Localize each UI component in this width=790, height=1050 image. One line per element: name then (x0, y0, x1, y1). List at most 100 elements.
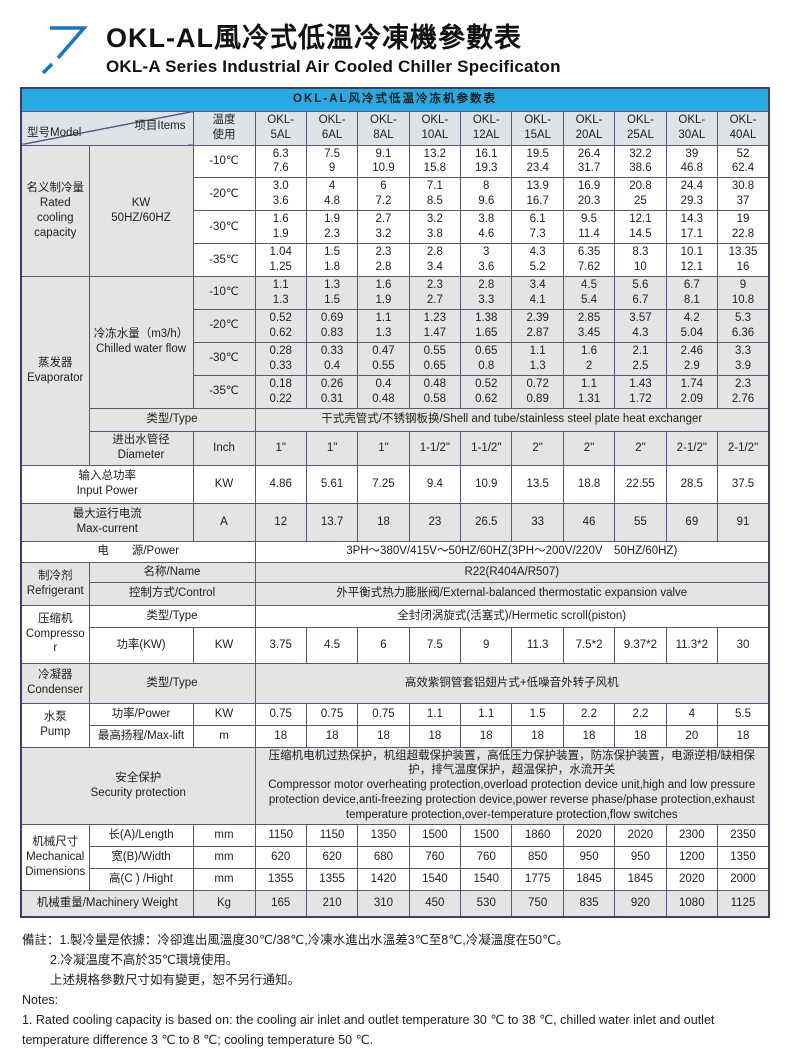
capacity-value-cell: 1.5 1.8 (305, 243, 359, 277)
diameter-value-cell: 2" (614, 430, 667, 466)
weight-cell: 920 (614, 890, 667, 918)
input-power-unit: KW (192, 464, 256, 504)
refrigerant-name-row: 制冷剂 Refrigerant 名称/Name R22(R404A/R507) (20, 561, 770, 606)
capacity-value-cell: 3.0 3.6 (254, 177, 307, 212)
width-cell: 760 (408, 846, 462, 870)
flow-value-cell: 0.33 0.4 (305, 341, 359, 376)
width-cell: 620 (305, 846, 359, 870)
capacity-value-cell: 1.04 1.25 (254, 243, 307, 277)
capacity-value-cell: 2.8 3.4 (408, 243, 462, 277)
temp-cell: -10℃ (192, 144, 256, 179)
compressor-section-label: 压缩机 Compressor (20, 604, 90, 664)
temp-header-cell: 温度 使用 (192, 110, 256, 146)
length-cell: 1860 (511, 824, 564, 848)
temp-cell: -30℃ (192, 210, 256, 245)
height-cell: 1355 (305, 868, 359, 892)
capacity-value-cell: 6 7.2 (357, 177, 410, 212)
length-cell: 2020 (614, 824, 667, 848)
length-cell: 2300 (665, 824, 719, 848)
capacity-value-cell: 8.3 10 (614, 243, 667, 277)
height-label: 高(C ) /Hight (88, 868, 194, 892)
weight-cell: 750 (511, 890, 564, 918)
flow-value-cell: 0.65 0.8 (460, 341, 513, 376)
max-current-label: 最大运行电流 Max-current (20, 502, 194, 542)
input-power-cell: 7.25 (357, 464, 410, 504)
model-header-cell: OKL- 5AL (254, 110, 307, 146)
input-power-cell: 37.5 (717, 464, 770, 504)
flow-value-cell: 1.1 1.3 (254, 276, 307, 310)
length-cell: 1350 (357, 824, 410, 848)
capacity-value-cell: 12.1 14.5 (614, 210, 667, 245)
title-block: OKL-AL風冷式低溫冷凍機參數表 OKL-A Series Industria… (106, 14, 561, 77)
capacity-value-cell: 16.9 20.3 (562, 177, 616, 212)
max-current-row: 最大运行电流 Max-current A 12 13.7 18 23 26.5 33 46 5… (20, 502, 770, 542)
refrigerant-name-label: 名称/Name (88, 561, 256, 583)
weight-cell: 835 (562, 890, 616, 918)
power-supply-label: 电 源/Power (20, 540, 256, 563)
model-header-cell: OKL- 12AL (460, 110, 513, 146)
flow-value-cell: 9 10.8 (717, 276, 770, 310)
length-cell: 1150 (254, 824, 307, 848)
input-power-cell: 5.61 (305, 464, 359, 504)
security-label: 安全保护 Security protection (20, 746, 256, 826)
capacity-value-cell: 3 3.6 (460, 243, 513, 277)
max-current-cell: 91 (717, 502, 770, 542)
flow-value-cell: 2.39 2.87 (511, 308, 564, 343)
capacity-value-cell: 2.3 2.8 (357, 243, 410, 277)
pump-power-cell: 0.75 (357, 702, 410, 726)
flow-value-cell: 0.52 0.62 (460, 374, 513, 409)
flow-value-cell: 0.55 0.65 (408, 341, 462, 376)
capacity-value-cell: 24.4 29.3 (665, 177, 719, 212)
pump-power-cell: 1.5 (511, 702, 564, 726)
max-current-cell: 23 (408, 502, 462, 542)
capacity-value-cell: 7.1 8.5 (408, 177, 462, 212)
model-header-cell: OKL- 10AL (408, 110, 462, 146)
flow-value-cell: 3.57 4.3 (614, 308, 667, 343)
max-current-cell: 55 (614, 502, 667, 542)
banner-row: OKL-AL风冷式低温冷冻机参数表 (20, 87, 770, 112)
width-cell: 950 (562, 846, 616, 870)
capacity-value-cell: 9.1 10.9 (357, 144, 410, 179)
diameter-value-cell: 1" (357, 430, 410, 466)
max-current-cell: 46 (562, 502, 616, 542)
weight-cell: 1080 (665, 890, 719, 918)
flow-value-cell: 3.4 4.1 (511, 276, 564, 310)
capacity-value-cell: 3.8 4.6 (460, 210, 513, 245)
flow-value-cell: 0.69 0.83 (305, 308, 359, 343)
capacity-value-cell: 13.35 16 (717, 243, 770, 277)
capacity-value-cell: 6.1 7.3 (511, 210, 564, 245)
temp-cell: -35℃ (192, 374, 256, 409)
max-current-cell: 33 (511, 502, 564, 542)
temp-cell: -20℃ (192, 177, 256, 212)
weight-cell: 530 (460, 890, 513, 918)
length-cell: 1500 (460, 824, 513, 848)
capacity-value-cell: 6.3 7.6 (254, 144, 307, 179)
flow-label: 冷冻水量（m3/h） Chilled water flow (88, 276, 194, 409)
notes-en-title: Notes: (22, 992, 59, 1007)
capacity-value-cell: 26.4 31.7 (562, 144, 616, 179)
refrigerant-control-label: 控制方式/Control (88, 581, 256, 606)
model-header-cell: OKL- 15AL (511, 110, 564, 146)
pump-section-label: 水泵 Pump (20, 702, 90, 748)
flow-value-cell: 2.3 2.7 (408, 276, 462, 310)
weight-cell: 210 (305, 890, 359, 918)
weight-unit: Kg (192, 890, 256, 918)
model-header-cell: OKL- 8AL (357, 110, 410, 146)
table-banner: OKL-AL风冷式低温冷冻机参数表 (20, 87, 770, 112)
pump-lift-label: 最高扬程/Max-lift (88, 724, 194, 748)
flow-value-cell: 1.1 1.31 (562, 374, 616, 409)
flow-value-cell: 0.28 0.33 (254, 341, 307, 376)
diameter-value-cell: 2-1/2" (665, 430, 719, 466)
input-power-cell: 18.8 (562, 464, 616, 504)
diameter-value-cell: 2-1/2" (717, 430, 770, 466)
height-cell: 1845 (562, 868, 616, 892)
height-cell: 1540 (460, 868, 513, 892)
flow-value-cell: 1.1 1.3 (357, 308, 410, 343)
flow-value-cell: 1.3 1.5 (305, 276, 359, 310)
diameter-unit: Inch (192, 430, 256, 466)
note-zh-2: 2.冷凝溫度不高於35℃環境使用。 (50, 952, 239, 967)
input-power-cell: 13.5 (511, 464, 564, 504)
height-cell: 2020 (665, 868, 719, 892)
max-current-cell: 18 (357, 502, 410, 542)
